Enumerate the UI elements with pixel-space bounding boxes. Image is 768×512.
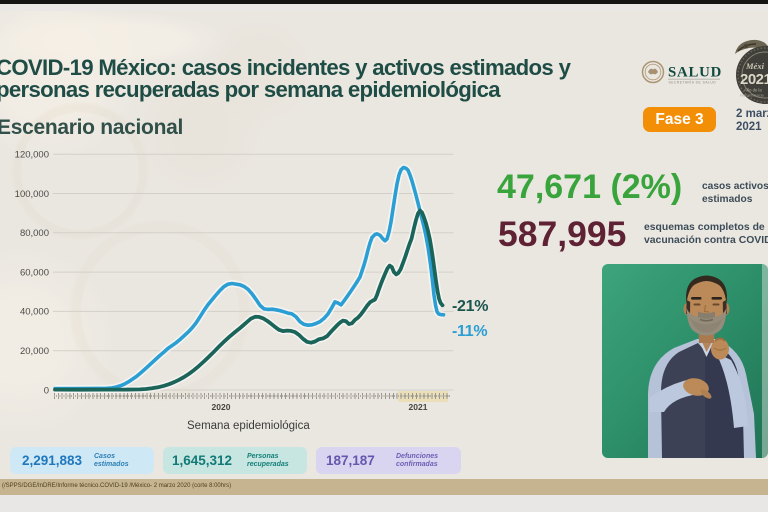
svg-text:100,000: 100,000 bbox=[15, 189, 49, 200]
svg-text:Independencia: Independencia bbox=[740, 94, 764, 98]
svg-text:20,000: 20,000 bbox=[20, 346, 49, 357]
svg-text:Méxi: Méxi bbox=[745, 61, 765, 71]
svg-text:2021: 2021 bbox=[740, 71, 768, 88]
svg-text:2021: 2021 bbox=[409, 402, 428, 412]
svg-text:40,000: 40,000 bbox=[20, 307, 49, 318]
svg-text:120,000: 120,000 bbox=[15, 150, 49, 161]
svg-text:SALUD: SALUD bbox=[668, 65, 722, 81]
svg-text:60,000: 60,000 bbox=[20, 267, 49, 278]
svg-text:SECRETARÍA DE SALUD: SECRETARÍA DE SALUD bbox=[669, 81, 717, 85]
svg-text:80,000: 80,000 bbox=[20, 228, 49, 239]
svg-text:Año de la: Año de la bbox=[744, 88, 762, 93]
svg-text:0: 0 bbox=[44, 385, 49, 396]
svg-text:2020: 2020 bbox=[212, 402, 231, 412]
